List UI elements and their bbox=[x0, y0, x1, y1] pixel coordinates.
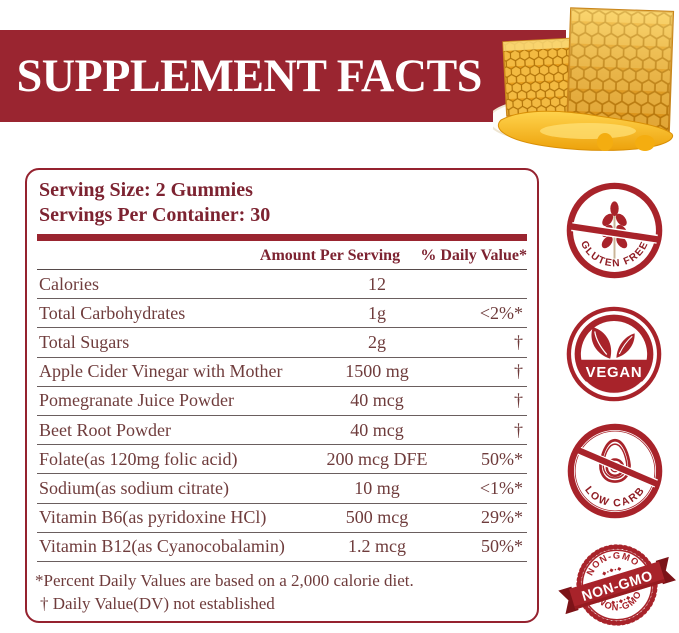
cell-amount: 40 mcg bbox=[350, 419, 404, 440]
cell-dv: 50%* bbox=[481, 448, 523, 469]
cell-amount: 200 mcg DFE bbox=[326, 448, 428, 469]
cell-amount: 40 mcg bbox=[350, 390, 404, 411]
page-title: SUPPLEMENT FACTS bbox=[16, 50, 483, 102]
cell-dv: † bbox=[514, 390, 523, 411]
cell-dv: † bbox=[514, 361, 523, 382]
footnotes: *Percent Daily Values are based on a 2,0… bbox=[35, 569, 525, 615]
badge-low-carb: LOW CARB bbox=[567, 423, 663, 519]
amount-header: Amount Per Serving bbox=[259, 247, 401, 264]
cell-amount: 10 mg bbox=[354, 477, 400, 498]
table-row: Calories 12 bbox=[37, 270, 527, 300]
badge-non-gmo: NON-GMO NON-GMO bbox=[558, 544, 676, 626]
cell-amount: 2g bbox=[368, 331, 386, 352]
non-gmo-stamp-icon: NON-GMO NON-GMO bbox=[558, 544, 676, 626]
cell-dv: <1%* bbox=[479, 477, 523, 498]
badge-vegan: VEGAN bbox=[566, 306, 662, 402]
table-row: Pomegranate Juice Powder 40 mcg † bbox=[37, 387, 527, 416]
servings-per-container: Servings Per Container: 30 bbox=[39, 204, 271, 226]
column-headers: Amount Per Serving % Daily Value* bbox=[37, 245, 527, 267]
footnote-dagger: † Daily Value(DV) not established bbox=[40, 593, 275, 613]
cell-dv: 29%* bbox=[481, 507, 523, 528]
cell-dv: † bbox=[514, 419, 523, 440]
badge-label: VEGAN bbox=[586, 365, 643, 381]
table-row: Total Carbohydrates 1g <2%* bbox=[37, 299, 527, 329]
cell-label: Total Sugars bbox=[39, 331, 130, 352]
footnote-daily-values: *Percent Daily Values are based on a 2,0… bbox=[35, 570, 414, 590]
serving-size: Serving Size: 2 Gummies bbox=[39, 179, 253, 201]
table-row: Beet Root Powder 40 mcg † bbox=[37, 416, 527, 446]
cell-label: Total Carbohydrates bbox=[39, 302, 186, 323]
badge-gluten-free: GLUTEN FREE bbox=[566, 182, 663, 279]
cell-amount: 1g bbox=[368, 302, 386, 323]
cell-label: Sodium(as sodium citrate) bbox=[39, 477, 229, 498]
daily-value-header: % Daily Value* bbox=[420, 247, 527, 264]
cell-dv: † bbox=[514, 331, 523, 352]
table-row: Folate(as 120mg folic acid) 200 mcg DFE 50… bbox=[37, 445, 527, 475]
title-banner: SUPPLEMENT FACTS bbox=[0, 30, 566, 122]
table-row: Apple Cider Vinegar with Mother 1500 mg † bbox=[37, 358, 527, 387]
cell-label: Vitamin B6(as pyridoxine HCl) bbox=[39, 507, 267, 528]
facts-panel: Serving Size: 2 Gummies Servings Per Con… bbox=[25, 168, 539, 623]
cell-amount: 1500 mg bbox=[345, 361, 409, 382]
table-row: Total Sugars 2g † bbox=[37, 328, 527, 358]
spacer bbox=[37, 245, 245, 267]
cell-label: Beet Root Powder bbox=[39, 419, 171, 440]
cell-amount: 1.2 mcg bbox=[348, 536, 406, 557]
divider-bar bbox=[37, 234, 527, 241]
cell-label: Apple Cider Vinegar with Mother bbox=[39, 361, 283, 382]
cell-dv: <2%* bbox=[479, 302, 523, 323]
cell-label: Pomegranate Juice Powder bbox=[39, 390, 234, 411]
table-row: Vitamin B12(as Cyanocobalamin) 1.2 mcg 50%… bbox=[37, 533, 527, 562]
cell-amount: 500 mcg bbox=[345, 507, 409, 528]
cell-amount: 12 bbox=[368, 273, 386, 294]
table-row: Vitamin B6(as pyridoxine HCl) 500 mcg 29%* bbox=[37, 504, 527, 533]
facts-table: Calories 12 Total Carbohydrates 1g <2%* Total… bbox=[27, 270, 537, 562]
cell-label: Vitamin B12(as Cyanocobalamin) bbox=[39, 536, 285, 557]
honeycomb-image bbox=[493, 7, 675, 151]
table-row: Sodium(as sodium citrate) 10 mg <1%* bbox=[37, 474, 527, 504]
cell-dv: 50%* bbox=[481, 536, 523, 557]
cell-label: Calories bbox=[39, 273, 99, 294]
leaf-icon bbox=[591, 327, 635, 359]
header-underline bbox=[37, 269, 527, 270]
cell-label: Folate(as 120mg folic acid) bbox=[39, 448, 238, 469]
